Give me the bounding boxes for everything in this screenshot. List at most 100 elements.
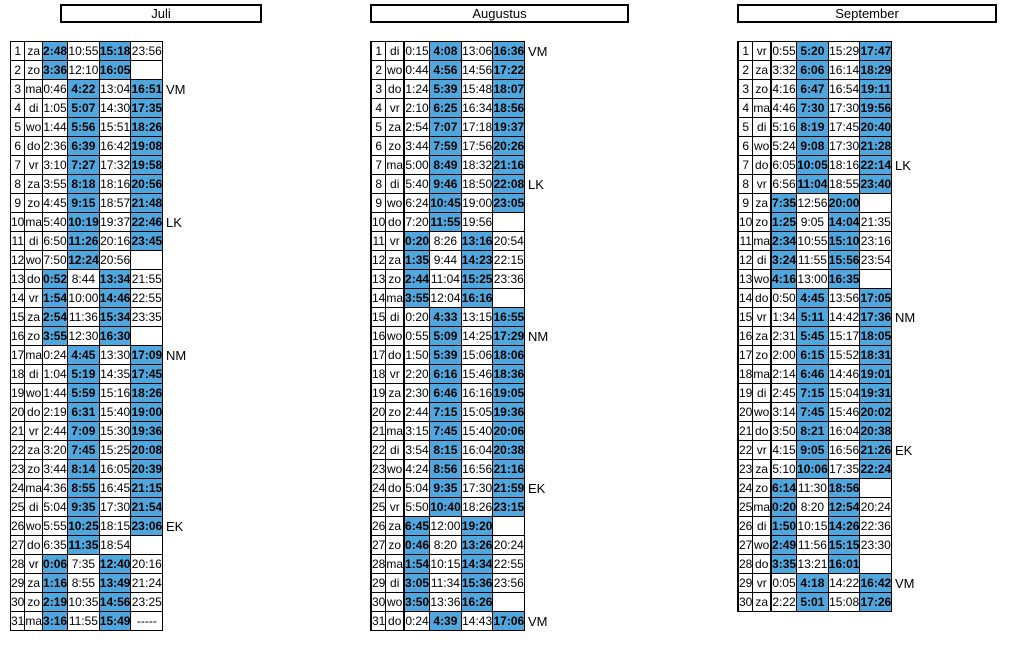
weekday: zo [385, 136, 406, 156]
tide-time-2: 7:45 [67, 440, 100, 460]
tide-time-1: 7:35 [770, 193, 798, 213]
table-row: 16 za 2:31 5:45 15:17 18:05 [737, 326, 893, 346]
tide-time-1: 2:45 [770, 383, 798, 403]
tide-time-4 [130, 60, 164, 80]
tide-time-3: 12:40 [98, 554, 132, 574]
day-number: 9 [9, 193, 26, 213]
moon-phase-label: NM [528, 329, 549, 344]
day-number: 22 [9, 440, 26, 460]
tide-time-4: 17:45 [130, 364, 164, 384]
table-row: 9 wo 6:24 10:45 19:00 23:05 [370, 193, 526, 213]
tide-time-2: 6:16 [429, 364, 462, 384]
tide-time-1: 1:04 [42, 364, 69, 384]
tide-time-3: 15:15 [827, 535, 861, 555]
tide-time-2: 11:26 [67, 231, 100, 251]
tide-time-1: 5:24 [770, 136, 798, 156]
month-title: Augustus [370, 4, 629, 23]
tide-time-4: 21:15 [130, 478, 164, 498]
table-row: 10 do 7:20 11:55 19:56 [370, 212, 526, 232]
tide-time-1: 3:50 [770, 421, 798, 441]
tide-time-1: 5:04 [42, 497, 69, 517]
tide-time-4: 23:05 [492, 193, 526, 213]
tide-time-4: 19:01 [859, 364, 893, 384]
tide-time-2: 4:22 [67, 79, 100, 99]
tide-time-1: 0:52 [42, 269, 69, 289]
tide-time-4: 23:36 [492, 269, 526, 289]
tide-time-3: 15:05 [460, 402, 494, 422]
moon-phase-label: VM [528, 44, 548, 59]
day-number: 5 [370, 117, 387, 137]
moon-phase-label: LK [528, 177, 544, 192]
tide-time-2: 10:05 [796, 155, 829, 175]
table-row: 22 za 3:20 7:45 15:25 20:08 [9, 440, 164, 460]
weekday: di [385, 41, 406, 61]
day-number: 6 [370, 136, 387, 156]
weekday: do [385, 212, 406, 232]
moon-phase-label: EK [528, 481, 546, 496]
tide-time-4: 22:15 [492, 250, 526, 270]
tide-time-1: 4:15 [770, 440, 798, 460]
tide-time-1: 3:24 [770, 250, 798, 270]
table-row: 23 za 5:10 10:06 17:35 22:24 [737, 459, 893, 479]
tide-time-2: 10:25 [67, 516, 100, 536]
tide-time-4: 19:36 [130, 421, 164, 441]
tide-time-1: 2:54 [42, 307, 69, 327]
tide-time-1: 2:44 [403, 402, 431, 422]
day-number: 5 [9, 117, 26, 137]
tide-time-3: 18:15 [98, 516, 132, 536]
weekday: zo [752, 478, 773, 498]
tide-time-3: 16:05 [98, 60, 132, 80]
tide-time-1: 2:19 [42, 402, 69, 422]
table-row: 11 di 6:50 11:26 20:16 23:45 [9, 231, 164, 251]
table-row: 6 do 2:36 6:39 16:42 19:08 [9, 136, 164, 156]
table-row: 3 do 1:24 5:39 15:48 18:07 [370, 79, 526, 99]
tide-time-3: 16:34 [460, 98, 494, 118]
day-number: 13 [370, 269, 387, 289]
tide-time-2: 5:45 [796, 326, 829, 346]
tide-time-1: 2:10 [403, 98, 431, 118]
tide-time-2: 11:55 [796, 250, 829, 270]
table-row: 17 ma 0:24 4:45 13:30 17:09 [9, 345, 164, 365]
tide-time-1: 1:50 [770, 516, 798, 536]
tide-time-1: 2:30 [403, 383, 431, 403]
tide-time-2: 11:04 [429, 269, 462, 289]
weekday: zo [752, 345, 773, 365]
tide-time-2: 5:39 [429, 345, 462, 365]
tide-time-4: 20:39 [130, 459, 164, 479]
tide-time-2: 8:49 [429, 155, 462, 175]
tide-time-4 [859, 193, 893, 213]
table-row: 12 wo 7:50 12:24 20:56 [9, 250, 164, 270]
day-number: 4 [737, 98, 754, 118]
table-row: 24 do 5:04 9:35 17:30 21:59 [370, 478, 526, 498]
table-row: 9 zo 4:45 9:15 18:57 21:48 [9, 193, 164, 213]
tide-time-3: 16:54 [827, 79, 861, 99]
weekday: za [752, 592, 773, 612]
tide-time-3: 15:46 [827, 402, 861, 422]
tide-time-2: 7:27 [67, 155, 100, 175]
tide-time-3: 16:30 [98, 326, 132, 346]
tide-time-2: 9:35 [429, 478, 462, 498]
tide-time-4: 18:31 [859, 345, 893, 365]
weekday: zo [24, 326, 44, 346]
weekday: ma [385, 155, 406, 175]
month-title: September [737, 4, 997, 23]
tide-time-4: 22:46 [130, 212, 164, 232]
tide-time-4: 22:55 [492, 554, 526, 574]
tide-time-4: 21:54 [130, 497, 164, 517]
tide-time-2: 10:15 [429, 554, 462, 574]
tide-time-4: 20:40 [859, 117, 893, 137]
day-number: 8 [9, 174, 26, 194]
tide-time-2: 10:35 [67, 592, 100, 612]
day-number: 6 [9, 136, 26, 156]
tide-time-3: 18:54 [98, 535, 132, 555]
day-number: 27 [370, 535, 387, 555]
table-row: 27 do 6:35 11:35 18:54 [9, 535, 164, 555]
tide-time-3: 16:42 [98, 136, 132, 156]
tide-time-2: 9:08 [796, 136, 829, 156]
tide-time-2: 8:20 [429, 535, 462, 555]
weekday: di [24, 364, 44, 384]
table-row: 14 vr 1:54 10:00 14:46 22:55 [9, 288, 164, 308]
weekday: zo [24, 193, 44, 213]
tide-time-4: 18:05 [859, 326, 893, 346]
tide-time-2: 8:21 [796, 421, 829, 441]
